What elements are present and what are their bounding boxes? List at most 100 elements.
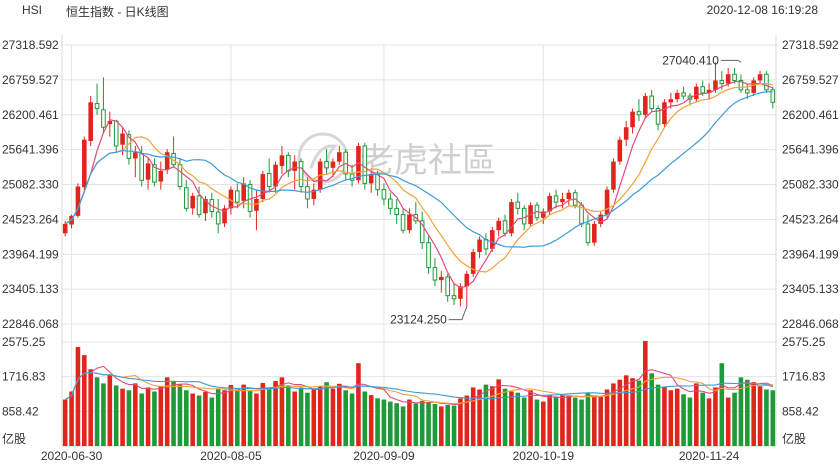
volume-bar bbox=[432, 404, 438, 446]
candle-body bbox=[566, 192, 572, 199]
candle-body bbox=[203, 198, 208, 214]
candle-body bbox=[368, 174, 374, 184]
volume-bar bbox=[394, 403, 399, 446]
price-tick-left: 23964.199 bbox=[2, 247, 59, 261]
volume-bar bbox=[490, 386, 495, 446]
candle-body bbox=[235, 190, 240, 203]
volume-unit-right: 亿股 bbox=[782, 431, 806, 446]
candle-body bbox=[330, 161, 336, 168]
candle bbox=[592, 220, 597, 246]
candle bbox=[432, 258, 438, 287]
volume-bar bbox=[483, 384, 489, 446]
candle bbox=[190, 192, 195, 215]
candle-body bbox=[515, 201, 521, 209]
candle bbox=[464, 270, 470, 307]
chart-title: 恒生指数 - 日K线图 bbox=[66, 5, 169, 19]
volume-bar bbox=[247, 390, 253, 446]
candle-body bbox=[738, 79, 744, 91]
candle bbox=[324, 149, 329, 175]
price-tick-left: 26200.461 bbox=[2, 108, 59, 122]
candle bbox=[260, 170, 266, 203]
volume-bar bbox=[196, 395, 202, 446]
volume-bar bbox=[400, 406, 406, 446]
candle-body bbox=[94, 103, 100, 110]
candle-body bbox=[764, 73, 769, 91]
candle bbox=[617, 136, 623, 165]
candle bbox=[101, 77, 106, 134]
volume-bar bbox=[528, 390, 533, 446]
volume-bar bbox=[611, 383, 616, 446]
candle bbox=[509, 198, 514, 237]
volume-ma20-line bbox=[64, 371, 773, 401]
timestamp: 2020-12-08 16:19:28 bbox=[706, 3, 818, 17]
candle-body bbox=[266, 172, 272, 188]
candle-body bbox=[643, 96, 648, 115]
volume-ma5-line bbox=[64, 365, 774, 406]
candle-body bbox=[228, 189, 234, 209]
volume-bar bbox=[496, 379, 501, 446]
candle bbox=[203, 195, 208, 221]
candle-body bbox=[630, 111, 635, 128]
candle-body bbox=[668, 99, 674, 103]
date-tick: 2020-10-19 bbox=[513, 449, 575, 463]
volume-bar bbox=[286, 385, 291, 446]
candle-body bbox=[362, 145, 368, 184]
volume-bar bbox=[585, 392, 591, 446]
candle-body bbox=[324, 161, 329, 169]
candle bbox=[451, 283, 457, 306]
volume-bar bbox=[502, 388, 508, 446]
volume-bar bbox=[757, 386, 763, 446]
candle-body bbox=[592, 223, 597, 243]
volume-bar bbox=[566, 395, 572, 446]
candle bbox=[171, 136, 176, 168]
candle bbox=[113, 119, 119, 153]
volume-bar bbox=[343, 390, 348, 446]
volume-ma10-line bbox=[64, 371, 773, 405]
candle-body bbox=[273, 164, 278, 187]
candle-body bbox=[636, 111, 642, 116]
volume-bar bbox=[521, 397, 527, 446]
candle-body bbox=[215, 211, 221, 225]
candle-body bbox=[311, 189, 317, 199]
candle bbox=[585, 214, 591, 246]
candle-body bbox=[681, 92, 686, 97]
volume-bar bbox=[706, 398, 712, 446]
volume-bar bbox=[439, 406, 444, 446]
candle bbox=[337, 145, 342, 165]
candle-body bbox=[164, 152, 170, 170]
candle-body bbox=[458, 286, 463, 299]
price-tick-left: 22846.068 bbox=[2, 317, 59, 331]
volume-bar bbox=[655, 384, 661, 446]
low-leader-line bbox=[448, 306, 468, 321]
volume-bar bbox=[725, 397, 731, 446]
candle bbox=[439, 270, 444, 293]
candle-body bbox=[254, 198, 259, 211]
volume-bar bbox=[732, 392, 737, 446]
volume-bar bbox=[368, 395, 374, 446]
candle-body bbox=[381, 189, 387, 200]
candle-body bbox=[751, 80, 756, 93]
date-tick: 2020-08-05 bbox=[200, 449, 262, 463]
high-leader-line bbox=[720, 59, 742, 63]
price-tick-right: 26200.461 bbox=[782, 108, 839, 122]
candle-body bbox=[388, 198, 393, 209]
volume-bar bbox=[388, 401, 393, 446]
candle bbox=[381, 183, 387, 206]
low-label: 23124.250 bbox=[390, 313, 447, 327]
volume-bar bbox=[770, 390, 776, 446]
candle-body bbox=[139, 152, 144, 181]
volume-bar bbox=[260, 383, 266, 446]
volume-bar bbox=[553, 397, 559, 446]
volume-bar bbox=[133, 383, 138, 446]
candle-body bbox=[547, 195, 552, 212]
candle bbox=[649, 89, 654, 112]
candle bbox=[215, 198, 221, 234]
volume-bar bbox=[139, 393, 144, 446]
volume-bar bbox=[254, 393, 259, 446]
candle-body bbox=[286, 154, 291, 172]
volume-bar bbox=[241, 384, 246, 446]
volume-bar bbox=[681, 394, 686, 446]
candle bbox=[330, 158, 336, 178]
candle bbox=[483, 233, 489, 256]
